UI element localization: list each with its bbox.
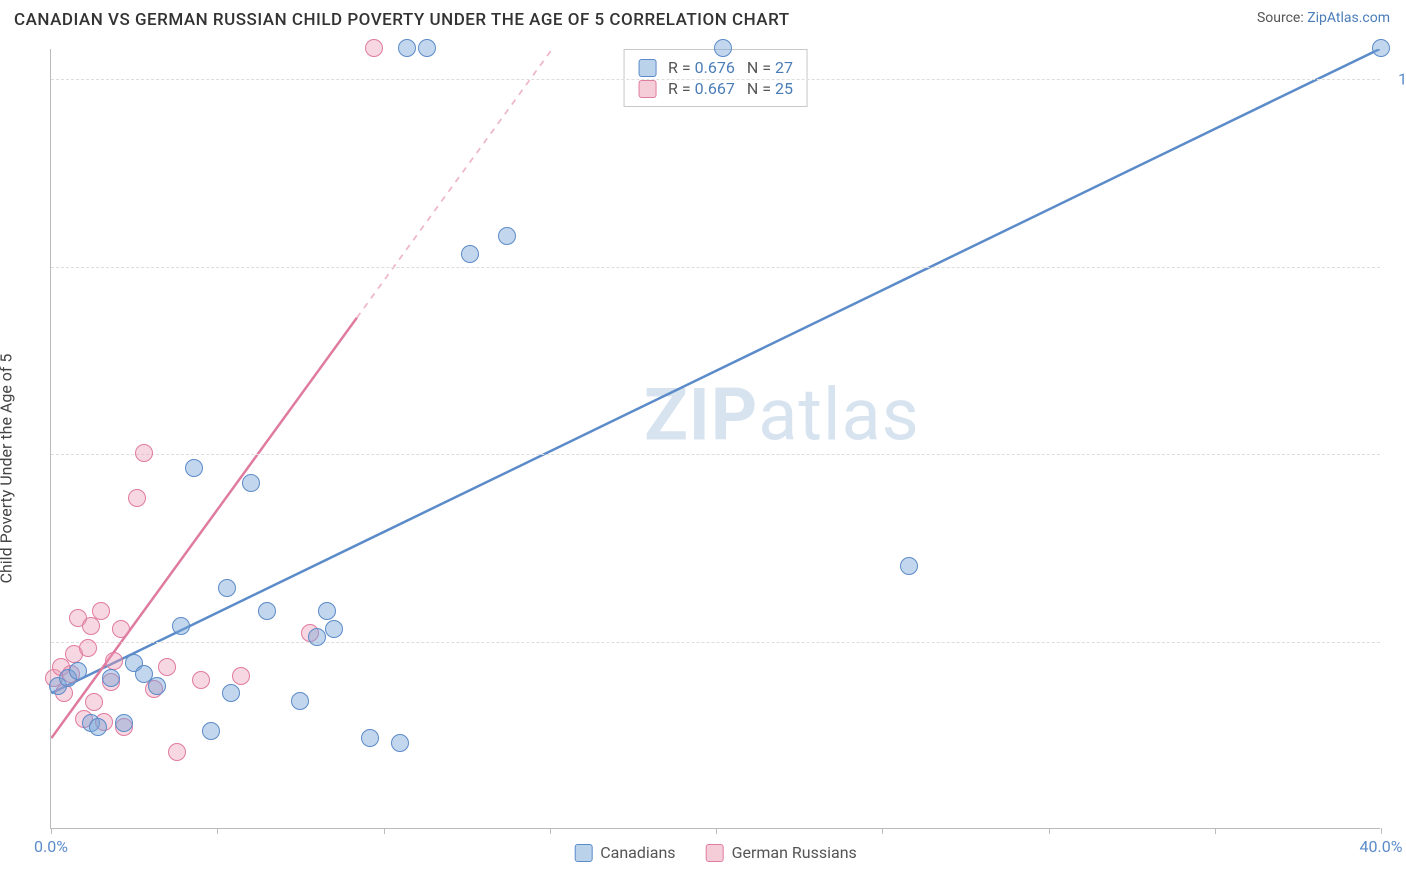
data-point bbox=[185, 459, 203, 477]
n-value: 25 bbox=[775, 79, 793, 98]
stats-row-canadians: R = 0.676 N = 27 bbox=[638, 58, 793, 77]
swatch-pink-icon bbox=[638, 80, 656, 98]
data-point bbox=[222, 684, 240, 702]
legend-item-canadians: Canadians bbox=[574, 843, 675, 862]
source-link[interactable]: ZipAtlas.com bbox=[1307, 10, 1390, 26]
data-point bbox=[391, 734, 409, 752]
stats-row-german-russians: R = 0.667 N = 25 bbox=[638, 79, 793, 98]
data-point bbox=[102, 669, 120, 687]
plot-area: ZIPatlas R = 0.676 N = 27 R = 0.667 N = … bbox=[50, 49, 1380, 829]
y-tick-label: 100.0% bbox=[1398, 70, 1406, 89]
data-point bbox=[82, 617, 100, 635]
x-tick bbox=[550, 828, 551, 834]
data-point bbox=[308, 628, 326, 646]
data-point bbox=[148, 677, 166, 695]
data-point bbox=[291, 692, 309, 710]
r-label: R = bbox=[668, 58, 695, 77]
trend-lines bbox=[51, 49, 1380, 828]
data-point bbox=[365, 39, 383, 57]
data-point bbox=[192, 671, 210, 689]
data-point bbox=[325, 620, 343, 638]
data-point bbox=[218, 579, 236, 597]
data-point bbox=[128, 489, 146, 507]
data-point bbox=[135, 444, 153, 462]
chart-container: Child Poverty Under the Age of 5 ZIPatla… bbox=[0, 34, 1406, 884]
data-point bbox=[258, 602, 276, 620]
swatch-pink-icon bbox=[706, 844, 724, 862]
legend-item-german-russians: German Russians bbox=[706, 843, 857, 862]
gridline bbox=[51, 642, 1380, 643]
data-point bbox=[92, 602, 110, 620]
gridline bbox=[51, 267, 1380, 268]
data-point bbox=[85, 693, 103, 711]
data-point bbox=[112, 620, 130, 638]
x-tick-label: 0.0% bbox=[34, 837, 68, 856]
data-point bbox=[1372, 39, 1390, 57]
legend-label: German Russians bbox=[732, 843, 857, 862]
data-point bbox=[418, 39, 436, 57]
n-label: N = bbox=[747, 79, 775, 98]
x-tick bbox=[1215, 828, 1216, 834]
gridline bbox=[51, 79, 1380, 80]
data-point bbox=[361, 729, 379, 747]
n-value: 27 bbox=[775, 58, 793, 77]
x-tick bbox=[716, 828, 717, 834]
legend-label: Canadians bbox=[600, 843, 675, 862]
source-attribution: Source: ZipAtlas.com bbox=[1257, 10, 1390, 26]
x-tick bbox=[882, 828, 883, 834]
data-point bbox=[69, 662, 87, 680]
data-point bbox=[89, 718, 107, 736]
chart-title: CANADIAN VS GERMAN RUSSIAN CHILD POVERTY… bbox=[14, 10, 790, 30]
x-tick-label: 40.0% bbox=[1360, 837, 1403, 856]
data-point bbox=[461, 245, 479, 263]
gridline bbox=[51, 454, 1380, 455]
x-tick bbox=[217, 828, 218, 834]
x-tick bbox=[51, 828, 52, 834]
data-point bbox=[900, 557, 918, 575]
data-point bbox=[242, 474, 260, 492]
data-point bbox=[158, 658, 176, 676]
source-prefix: Source: bbox=[1257, 10, 1307, 26]
y-axis-label: Child Poverty Under the Age of 5 bbox=[0, 354, 16, 584]
x-tick bbox=[1381, 828, 1382, 834]
data-point bbox=[498, 227, 516, 245]
swatch-blue-icon bbox=[574, 844, 592, 862]
n-label: N = bbox=[747, 58, 775, 77]
data-point bbox=[318, 602, 336, 620]
data-point bbox=[105, 652, 123, 670]
correlation-stats-box: R = 0.676 N = 27 R = 0.667 N = 25 bbox=[623, 49, 808, 107]
data-point bbox=[168, 743, 186, 761]
r-label: R = bbox=[668, 79, 695, 98]
x-tick bbox=[384, 828, 385, 834]
data-point bbox=[202, 722, 220, 740]
data-point bbox=[115, 714, 133, 732]
swatch-blue-icon bbox=[638, 59, 656, 77]
legend: Canadians German Russians bbox=[574, 843, 857, 862]
data-point bbox=[172, 617, 190, 635]
data-point bbox=[232, 667, 250, 685]
r-value: 0.667 bbox=[695, 79, 735, 98]
chart-header: CANADIAN VS GERMAN RUSSIAN CHILD POVERTY… bbox=[0, 0, 1406, 34]
watermark: ZIPatlas bbox=[644, 373, 920, 458]
r-value: 0.676 bbox=[695, 58, 735, 77]
data-point bbox=[79, 639, 97, 657]
data-point bbox=[398, 39, 416, 57]
data-point bbox=[714, 39, 732, 57]
x-tick bbox=[1049, 828, 1050, 834]
